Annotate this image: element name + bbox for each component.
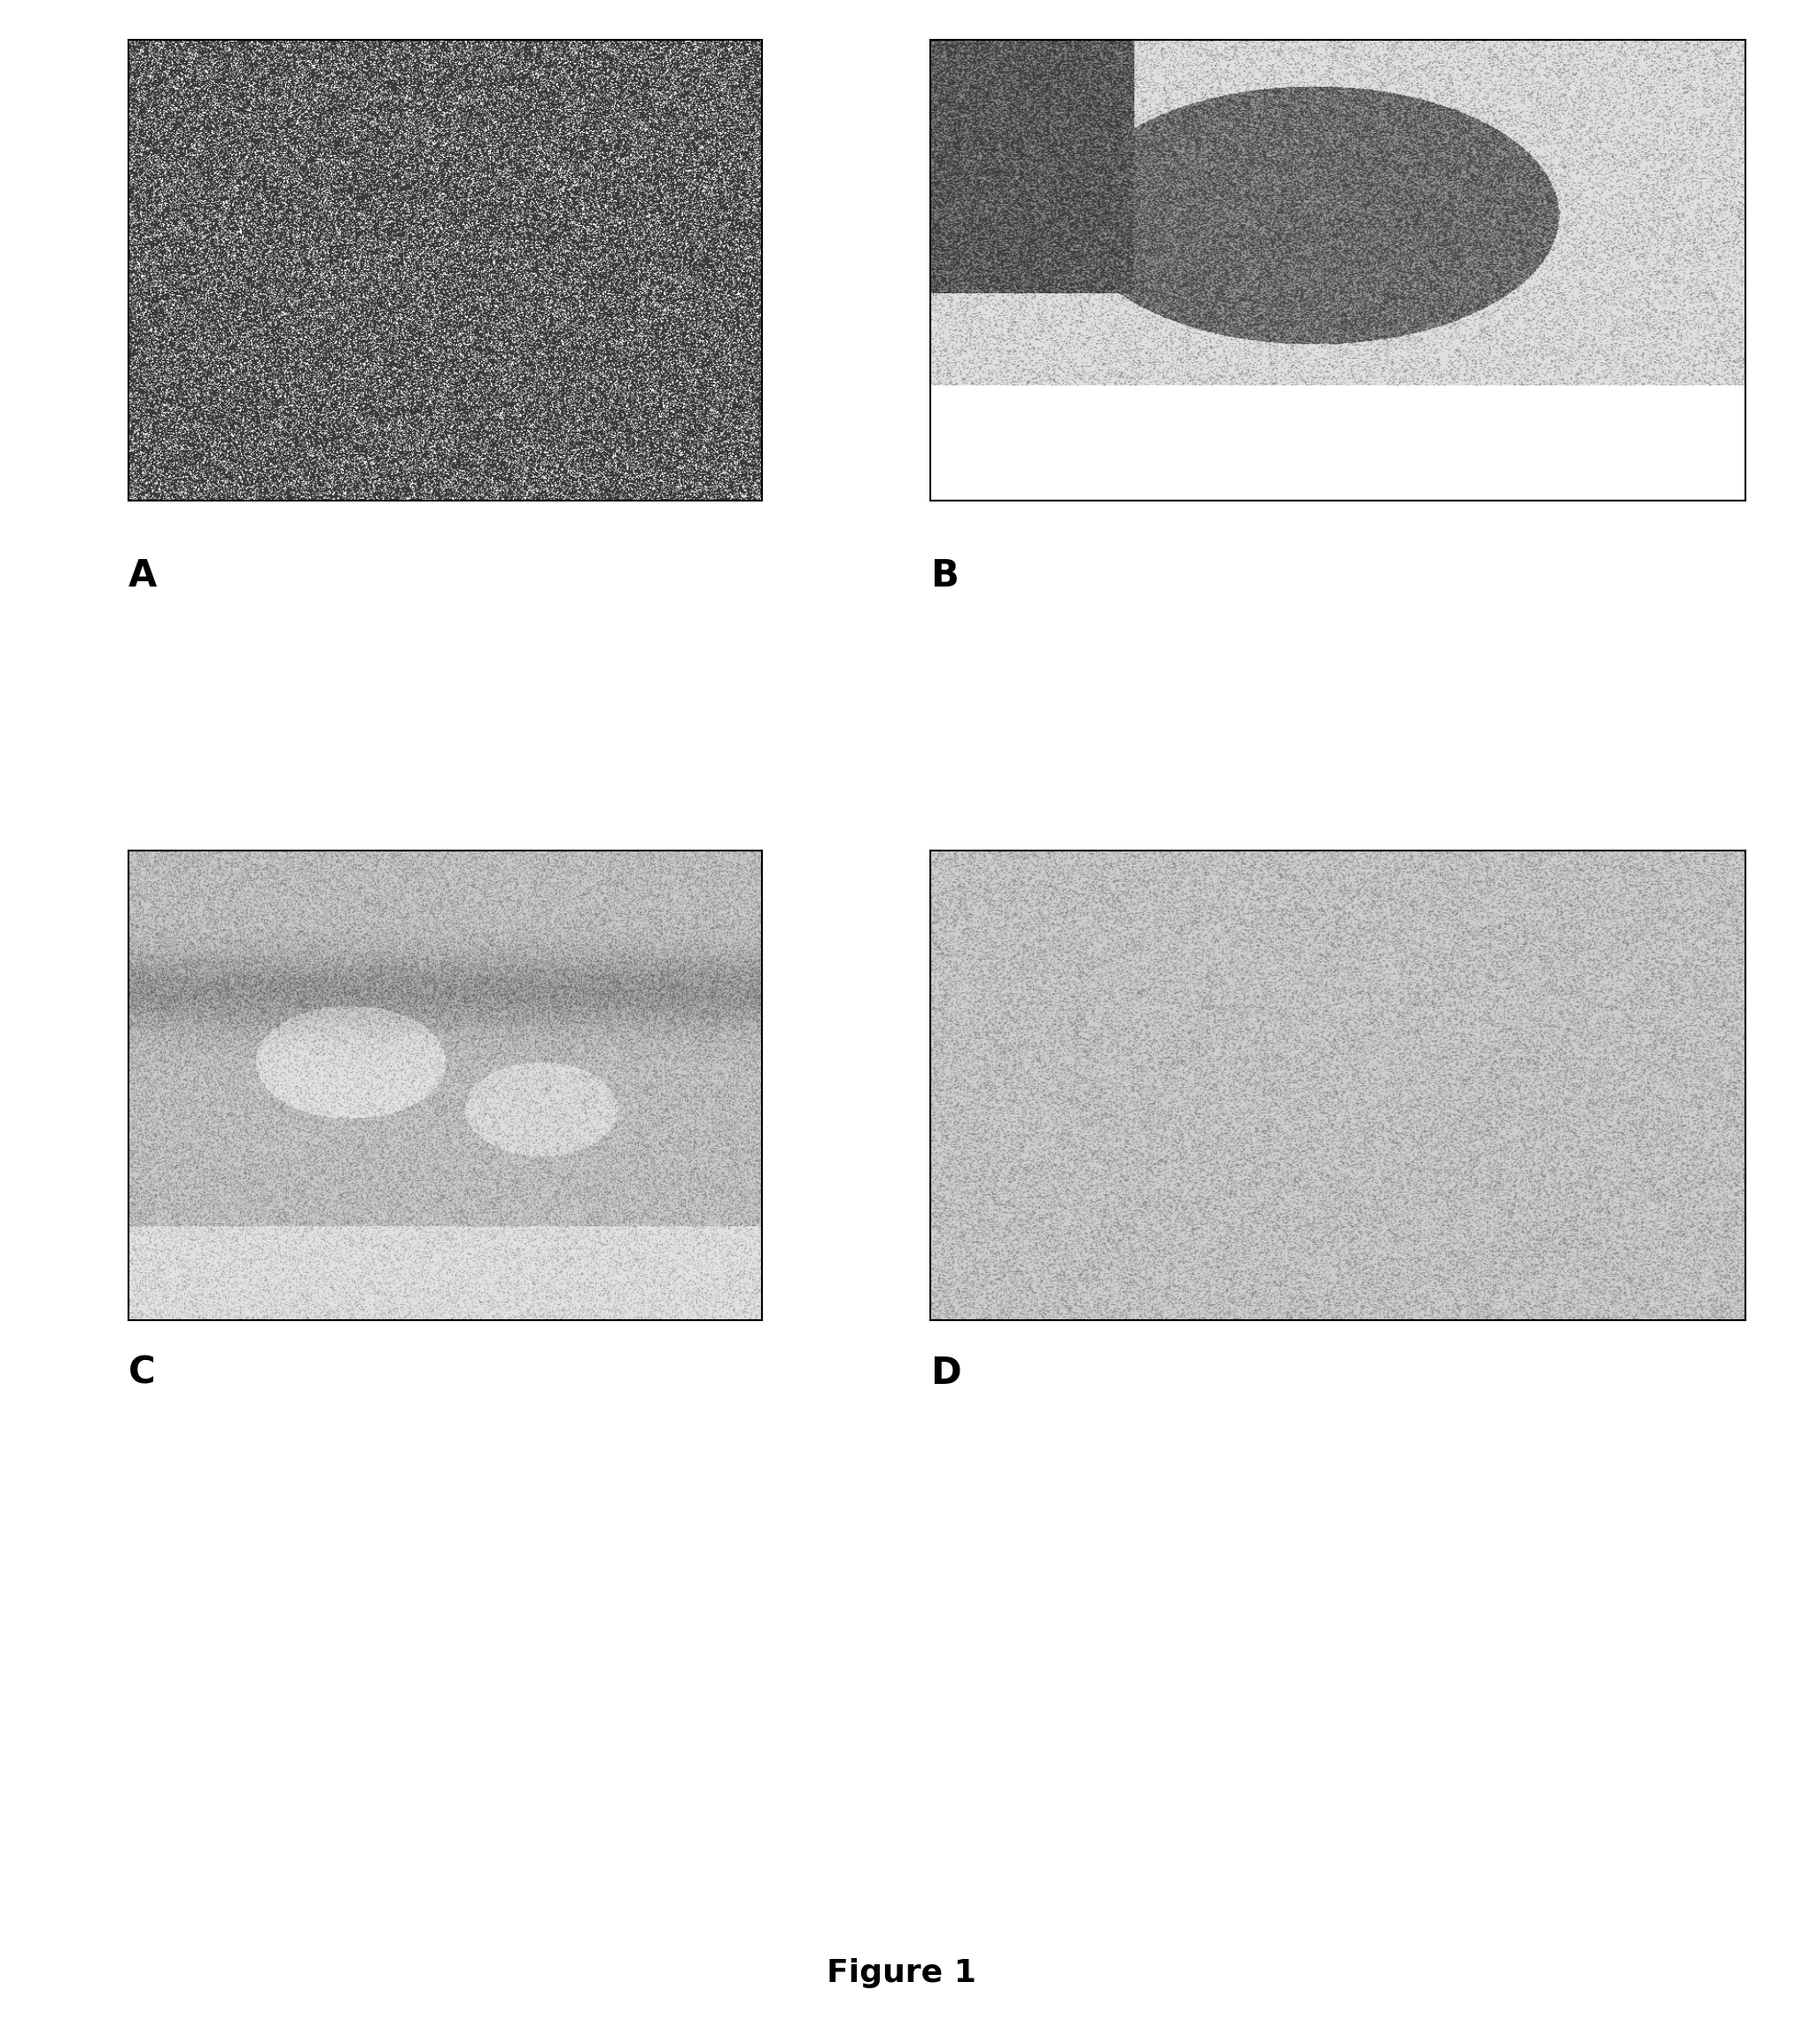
Text: Figure 1: Figure 1 bbox=[828, 1958, 975, 1989]
Text: D: D bbox=[930, 1355, 961, 1392]
Text: B: B bbox=[930, 558, 959, 595]
Text: C: C bbox=[128, 1355, 155, 1392]
Text: A: A bbox=[128, 558, 157, 595]
